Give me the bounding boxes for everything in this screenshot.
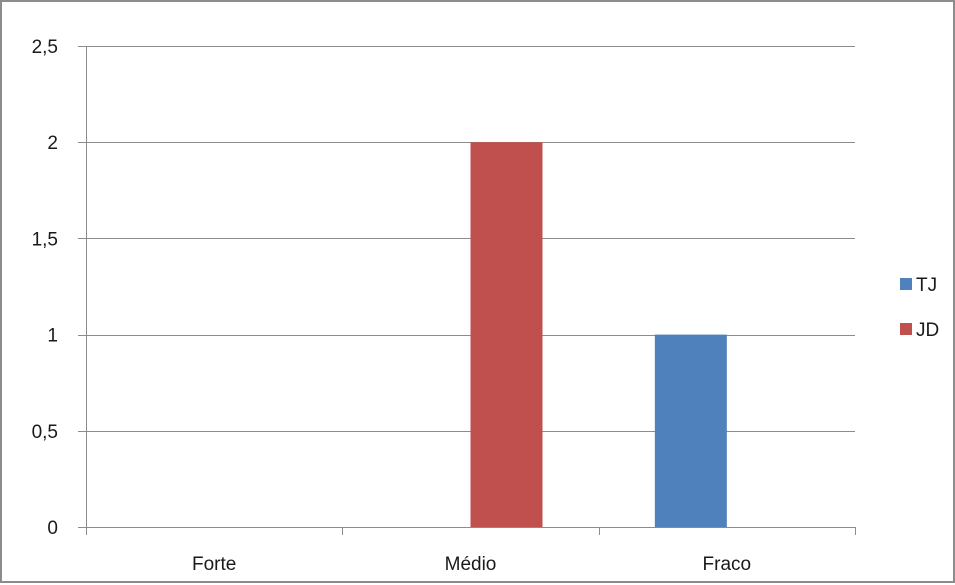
y-tick-label: 0 [47,518,58,539]
y-tick-label: 1 [47,326,58,347]
axes [78,46,856,535]
bar-tj-2 [654,334,727,527]
x-tick-label: Médio [445,554,497,575]
legend-label-jd: JD [916,320,939,341]
x-tick-labels: Forte Médio Fraco [192,554,751,575]
bar-jd-1 [470,142,543,527]
x-tick-label: Fraco [703,554,752,575]
y-tick-label: 1,5 [32,229,58,250]
x-tick-label: Forte [192,554,236,575]
y-tick-labels: 0 0,5 1 1,5 2 2,5 [32,37,58,539]
bars [470,142,727,527]
legend-swatch-jd [900,323,912,335]
legend-label-tj: TJ [916,275,937,296]
y-tick-label: 0,5 [32,422,58,443]
legend: TJ JD [900,275,939,341]
gridlines [78,46,855,432]
y-tick-label: 2,5 [32,37,58,58]
legend-swatch-tj [900,278,912,290]
y-tick-label: 2 [47,133,58,154]
